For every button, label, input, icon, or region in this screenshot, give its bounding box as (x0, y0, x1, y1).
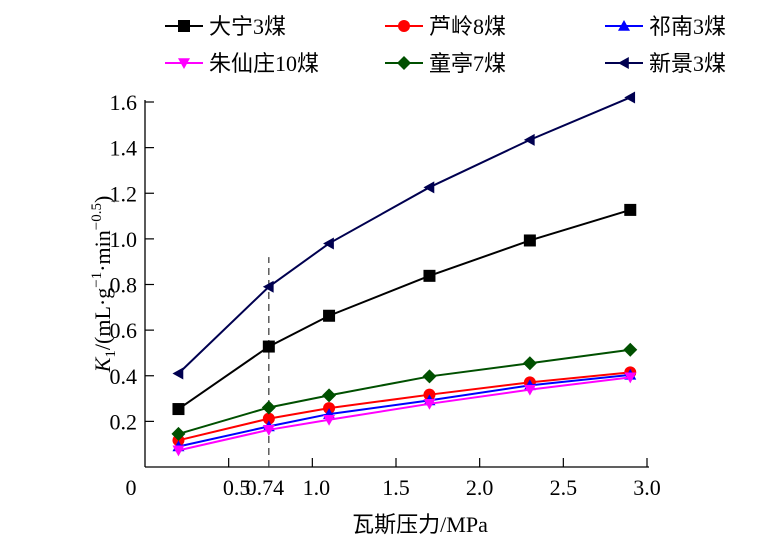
series-line (178, 371, 631, 442)
y-tick-label: 0.2 (110, 409, 138, 434)
x-tick-label: 1.5 (382, 475, 410, 500)
legend-marker (618, 57, 629, 69)
series-line (177, 96, 631, 375)
series-0 (172, 203, 637, 416)
y-tick-label: 0.8 (110, 273, 138, 298)
data-point (172, 367, 184, 380)
y-tick-label: 1.4 (110, 136, 138, 161)
x-tick-label: 0.74 (246, 475, 285, 500)
data-point (422, 369, 437, 384)
series-line (178, 373, 631, 448)
series-line (178, 376, 631, 452)
data-point (262, 340, 275, 353)
series-line (177, 208, 631, 410)
x-tick-label: 0.5 (223, 475, 251, 500)
x-tick-label: 0 (126, 475, 137, 500)
data-point (624, 203, 637, 216)
legend-marker (398, 20, 410, 32)
data-point (423, 399, 436, 410)
x-tick-label: 2.5 (550, 475, 578, 500)
legend-item: 大宁3煤 (165, 14, 286, 39)
legend-label: 童亭7煤 (429, 51, 506, 76)
data-point (171, 426, 186, 441)
data-point (624, 91, 636, 104)
x-axis-label: 瓦斯压力/MPa (352, 512, 488, 537)
data-point (423, 181, 435, 194)
legend-label: 芦岭8煤 (429, 14, 506, 39)
series-4 (171, 342, 638, 441)
legend-label: 大宁3煤 (209, 14, 286, 39)
data-point (522, 356, 537, 371)
legend-label: 朱仙庄10煤 (209, 51, 319, 76)
data-point (172, 445, 185, 457)
data-point (323, 414, 336, 426)
data-point (322, 388, 337, 403)
legend-marker (618, 20, 630, 31)
legend-item: 朱仙庄10煤 (165, 51, 319, 76)
x-tick-label: 1.0 (303, 475, 331, 500)
x-tick-label: 2.0 (466, 475, 494, 500)
data-point (323, 237, 334, 250)
legend-label: 祁南3煤 (649, 14, 726, 39)
series-5 (172, 91, 636, 380)
data-point (623, 342, 638, 357)
y-tick-label: 1.0 (110, 227, 138, 252)
data-point (262, 412, 275, 425)
legend-item: 童亭7煤 (385, 51, 506, 76)
data-point (523, 384, 536, 396)
y-tick-label: 1.2 (110, 181, 138, 206)
y-axis-label: K1/(mL·g−1·min−0.5) (89, 196, 119, 374)
axes: 0 0.50.74 1.0 1.5 2.0 2.5 3.0 0.2 0.4 0.6 0.8 1.0 1.… (110, 90, 661, 500)
y-tick-label: 0.6 (110, 318, 138, 343)
legend-item: 芦岭8煤 (385, 14, 506, 39)
data-point (261, 400, 276, 415)
series-line (178, 348, 631, 435)
data-point (262, 425, 275, 436)
series-3 (172, 372, 637, 457)
data-point (523, 133, 535, 146)
legend-marker (397, 56, 411, 70)
data-point (323, 309, 336, 322)
legend-label: 新景3煤 (649, 51, 726, 76)
y-tick-label: 0.4 (110, 364, 138, 389)
legend-item: 祁南3煤 (605, 14, 726, 39)
y-tick-label: 1.6 (110, 90, 138, 115)
legend-marker (178, 58, 190, 69)
legend-marker (178, 20, 190, 32)
legend-item: 新景3煤 (605, 51, 726, 76)
series-1 (172, 366, 637, 447)
x-tick-label: 3.0 (633, 475, 661, 500)
data-point (624, 372, 637, 384)
data-point (423, 269, 436, 282)
plot-area (171, 91, 638, 457)
data-point (172, 403, 185, 416)
data-point (262, 280, 274, 293)
data-point (523, 234, 536, 247)
